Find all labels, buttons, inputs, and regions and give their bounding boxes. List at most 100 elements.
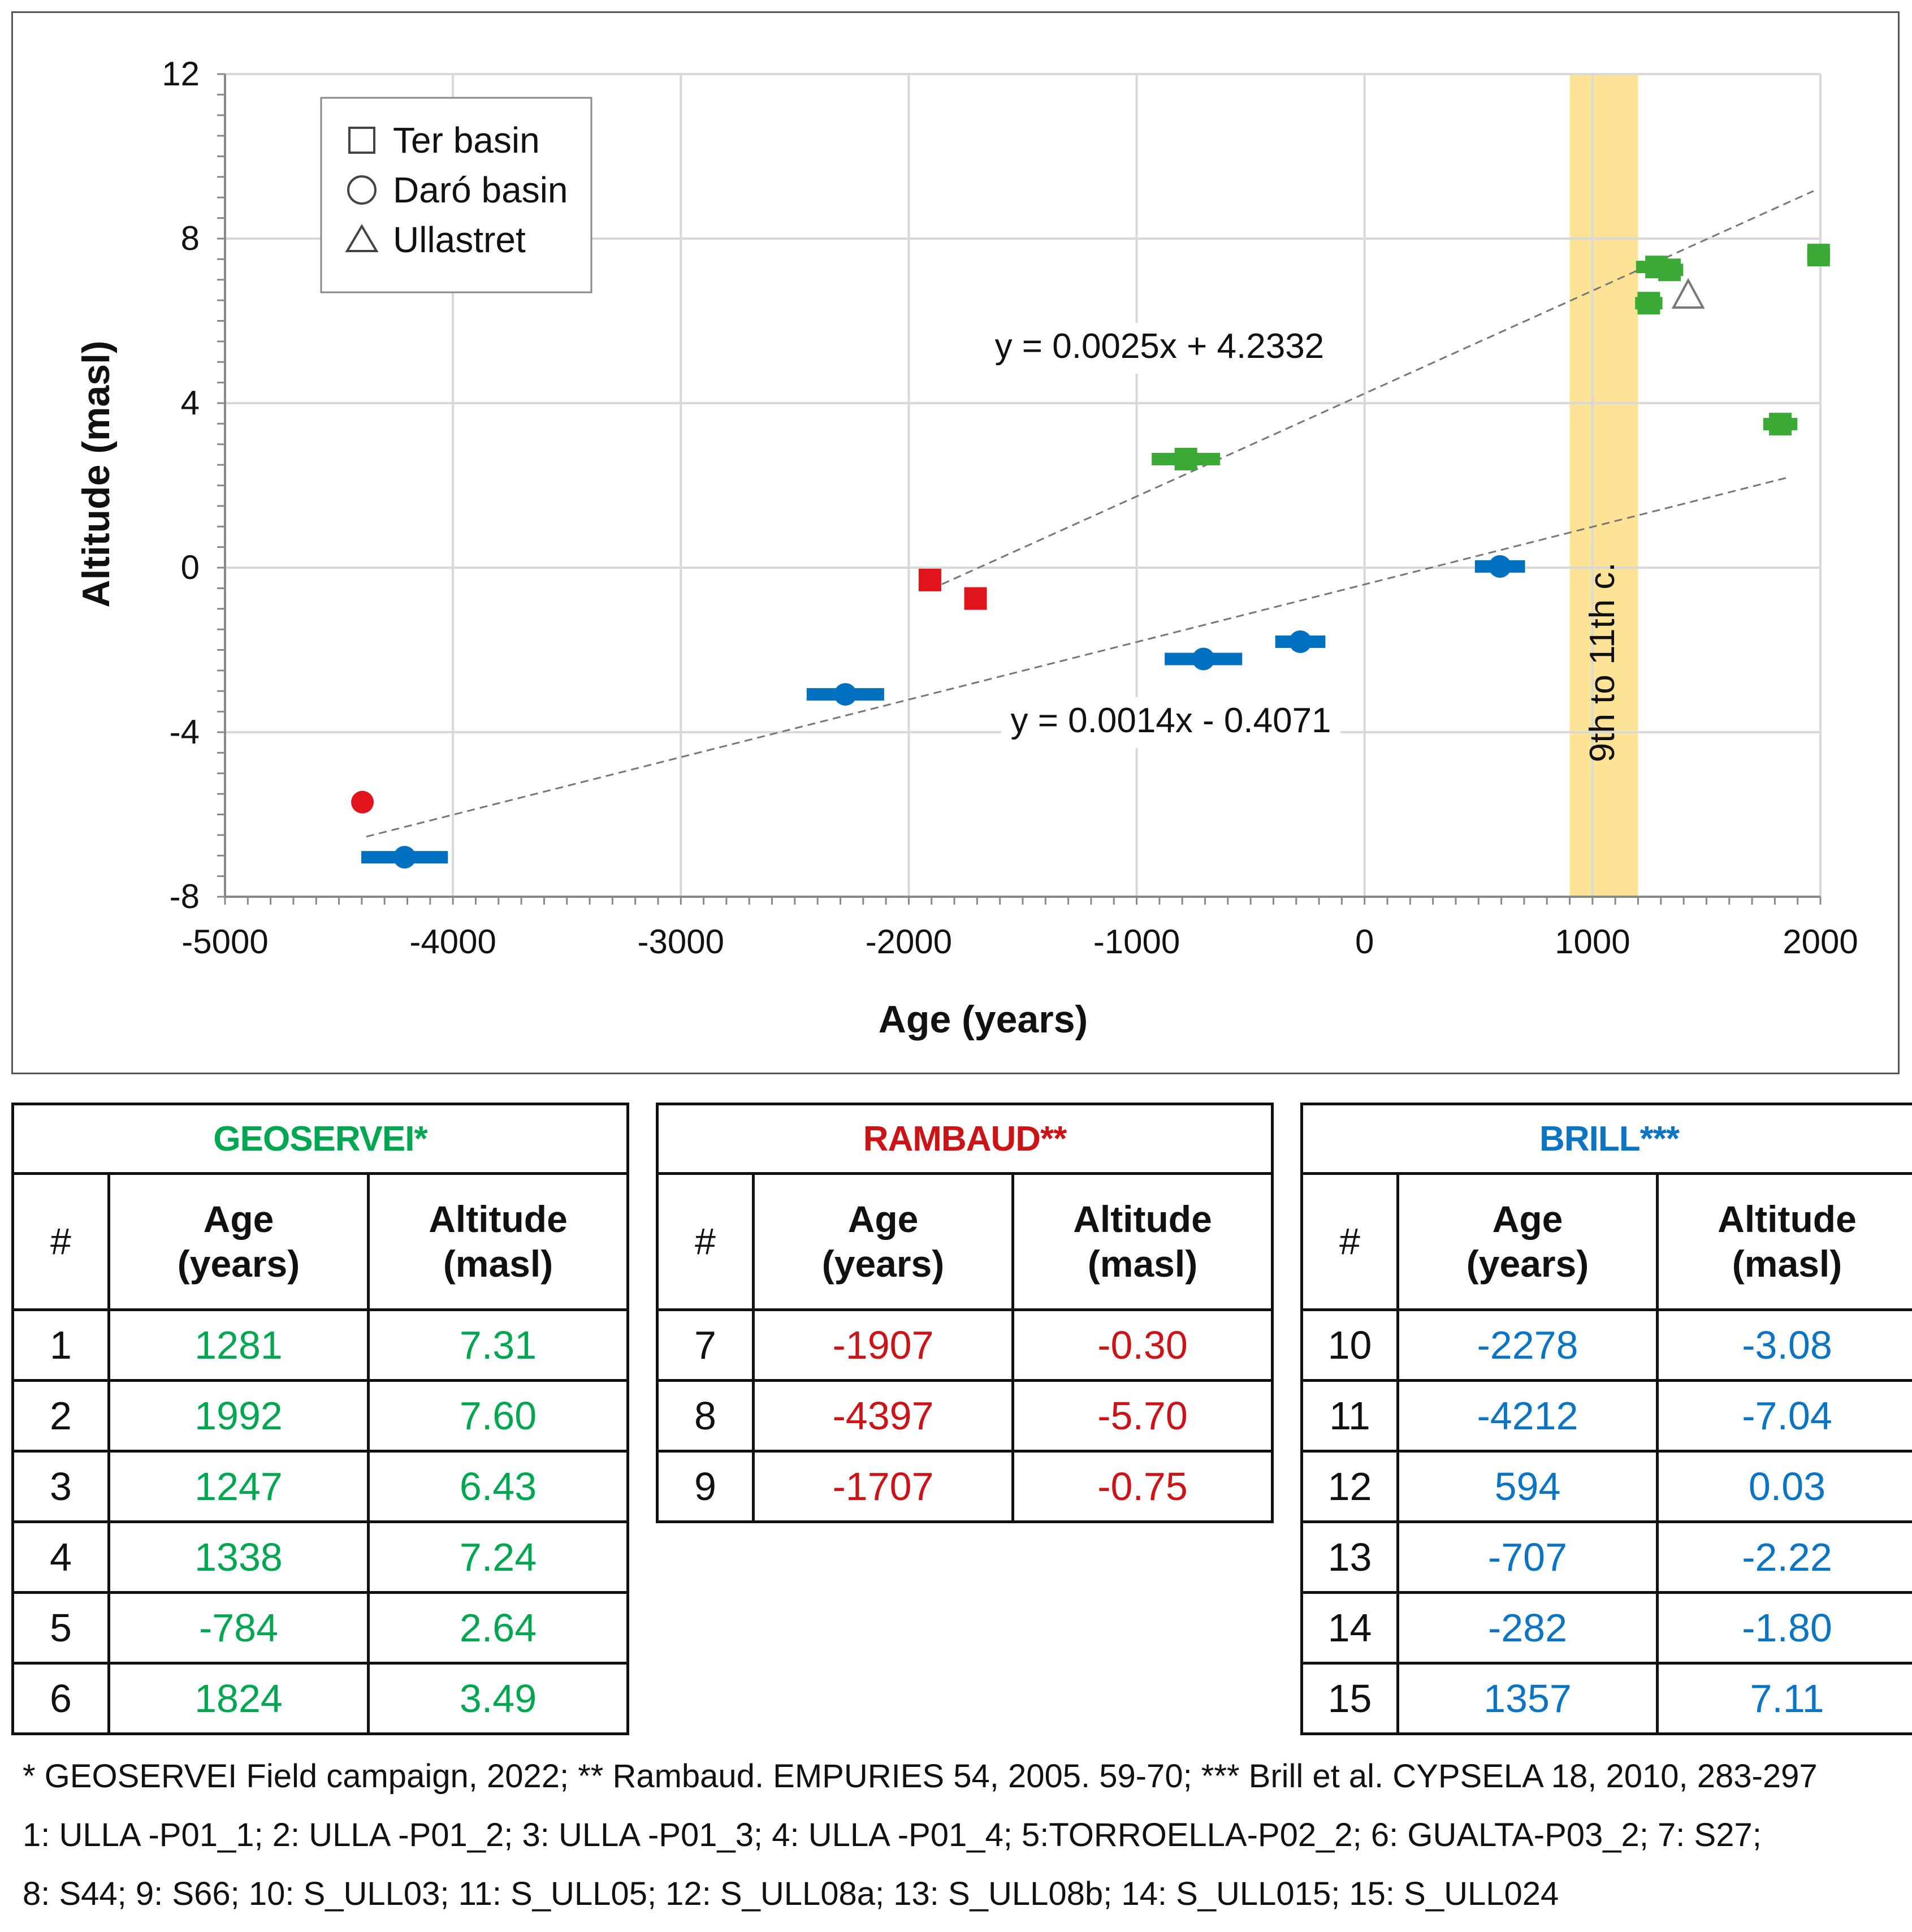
age-cell: -4397: [752, 1379, 1014, 1453]
trendline-equation: y = 0.0014x - 0.4071: [1011, 701, 1331, 740]
row-number: 14: [1300, 1591, 1399, 1665]
row-number: 8: [656, 1379, 755, 1453]
age-cell: 1281: [107, 1308, 370, 1382]
table-row: 12 594 0.03: [1300, 1450, 1912, 1523]
age-cell: -1707: [752, 1450, 1014, 1523]
age-cell: 1247: [107, 1450, 370, 1523]
age-cell: -784: [107, 1591, 370, 1665]
table-row: 2 1992 7.60: [11, 1379, 630, 1453]
y-axis-title: Altitude (masl): [75, 340, 118, 607]
y-tick-label: -8: [170, 878, 200, 915]
data-point-circle: [1289, 630, 1312, 653]
x-tick-label: -2000: [866, 923, 952, 961]
row-number: 10: [1300, 1308, 1399, 1382]
data-point-circle: [1489, 555, 1512, 578]
header-altitude: Altitude (masl): [1011, 1172, 1274, 1311]
altitude-cell: 7.24: [366, 1520, 630, 1594]
data-point-square: [964, 587, 987, 610]
data-point-square: [1658, 258, 1681, 282]
x-tick-label: 0: [1355, 923, 1374, 961]
header-age-line2: (years): [821, 1243, 945, 1285]
trendline-label-bg: [1001, 697, 1341, 748]
age-cell: 594: [1396, 1450, 1659, 1523]
header-altitude-line1: Altitude: [1073, 1198, 1212, 1240]
trendline: [366, 476, 1791, 838]
header-altitude: Altitude (masl): [1656, 1172, 1912, 1311]
row-number: 7: [656, 1308, 755, 1382]
altitude-cell: 6.43: [366, 1450, 630, 1523]
table-row: 13 -707 -2.22: [1300, 1520, 1912, 1594]
age-cell: -2278: [1396, 1308, 1659, 1382]
trendline: [929, 190, 1814, 591]
age-cell: -282: [1396, 1591, 1659, 1665]
altitude-cell: 7.31: [366, 1308, 630, 1382]
table-row: 11 -4212 -7.04: [1300, 1379, 1912, 1453]
data-point-circle: [834, 683, 857, 706]
row-number: 5: [11, 1591, 110, 1665]
footnotes: * GEOSERVEI Field campaign, 2022; ** Ram…: [23, 1747, 1900, 1924]
table-row: 8 -4397 -5.70: [656, 1379, 1274, 1453]
header-age-line1: Age: [203, 1198, 274, 1240]
data-point-circle: [1192, 647, 1215, 671]
header-age-line1: Age: [847, 1198, 919, 1240]
x-tick-label: 2000: [1783, 923, 1858, 961]
header-age-line1: Age: [1492, 1198, 1563, 1240]
row-number: 13: [1300, 1520, 1399, 1594]
altitude-cell: 0.03: [1656, 1450, 1912, 1523]
legend-label: Ter basin: [393, 120, 540, 161]
row-number: 4: [11, 1520, 110, 1594]
table-row: 6 1824 3.49: [11, 1662, 630, 1735]
x-tick-label: -1000: [1093, 923, 1180, 961]
band-label: 9th to 11th c.: [1583, 562, 1622, 762]
age-cell: 1992: [107, 1379, 370, 1453]
x-tick-label: 1000: [1555, 923, 1630, 961]
altitude-cell: 7.60: [366, 1379, 630, 1453]
header-altitude-line2: (masl): [1732, 1243, 1842, 1285]
legend-circle-icon: [347, 175, 377, 205]
row-number: 12: [1300, 1450, 1399, 1523]
data-point-square: [1807, 244, 1830, 267]
legend: Ter basin Daró basin Ullastret: [320, 97, 592, 293]
y-tick-label: 12: [162, 55, 200, 93]
age-cell: -707: [1396, 1520, 1659, 1594]
altitude-cell: 3.49: [366, 1662, 630, 1735]
row-number: 1: [11, 1308, 110, 1382]
altitude-cell: -5.70: [1011, 1379, 1274, 1453]
table-brill: BRILL*** # Age (years) Altitude (masl) 10-…: [1300, 1103, 1912, 1735]
band-9th-11th-century: [1569, 74, 1638, 897]
table-title: GEOSERVEI*: [11, 1103, 630, 1175]
table-row: 9 -1707 -0.75: [656, 1450, 1274, 1523]
x-tick-label: -4000: [409, 923, 496, 961]
table-row: 7 -1907 -0.30: [656, 1308, 1274, 1382]
header-number: #: [11, 1172, 110, 1311]
legend-label: Daró basin: [393, 170, 568, 210]
table-row: 14 -282 -1.80: [1300, 1591, 1912, 1665]
table-rambaud: RAMBAUD** # Age (years) Altitude (masl) 7-…: [655, 1103, 1274, 1523]
header-altitude: Altitude (masl): [366, 1172, 630, 1311]
row-number: 3: [11, 1450, 110, 1523]
footnote-samples-1: 1: ULLA -P01_1; 2: ULLA -P01_2; 3: ULLA …: [23, 1817, 1762, 1853]
altitude-cell: -7.04: [1656, 1379, 1912, 1453]
header-age-line2: (years): [177, 1243, 300, 1285]
altitude-cell: -0.30: [1011, 1308, 1274, 1382]
legend-square-icon: [348, 127, 375, 154]
x-axis-title: Age (years): [879, 998, 1088, 1041]
header-age: Age (years): [752, 1172, 1014, 1311]
legend-box: [320, 97, 592, 293]
table-row: 15 1357 7.11: [1300, 1662, 1912, 1735]
header-number: #: [656, 1172, 755, 1311]
footnote-samples-2: 8: S44; 9: S66; 10: S_ULL03; 11: S_ULL05…: [23, 1875, 1559, 1912]
y-tick-label: -4: [170, 713, 200, 751]
altitude-cell: 2.64: [366, 1591, 630, 1665]
legend-label: Ullastret: [393, 219, 526, 260]
trendline-label-bg: [989, 322, 1329, 374]
data-point-circle: [393, 846, 416, 869]
x-tick-label: -5000: [181, 923, 268, 961]
age-cell: -4212: [1396, 1379, 1659, 1453]
altitude-cell: -3.08: [1656, 1308, 1912, 1382]
table-title: BRILL***: [1300, 1103, 1912, 1175]
header-age: Age (years): [1396, 1172, 1659, 1311]
header-number: #: [1300, 1172, 1399, 1311]
altitude-cell: 7.11: [1656, 1662, 1912, 1735]
age-cell: 1338: [107, 1520, 370, 1594]
